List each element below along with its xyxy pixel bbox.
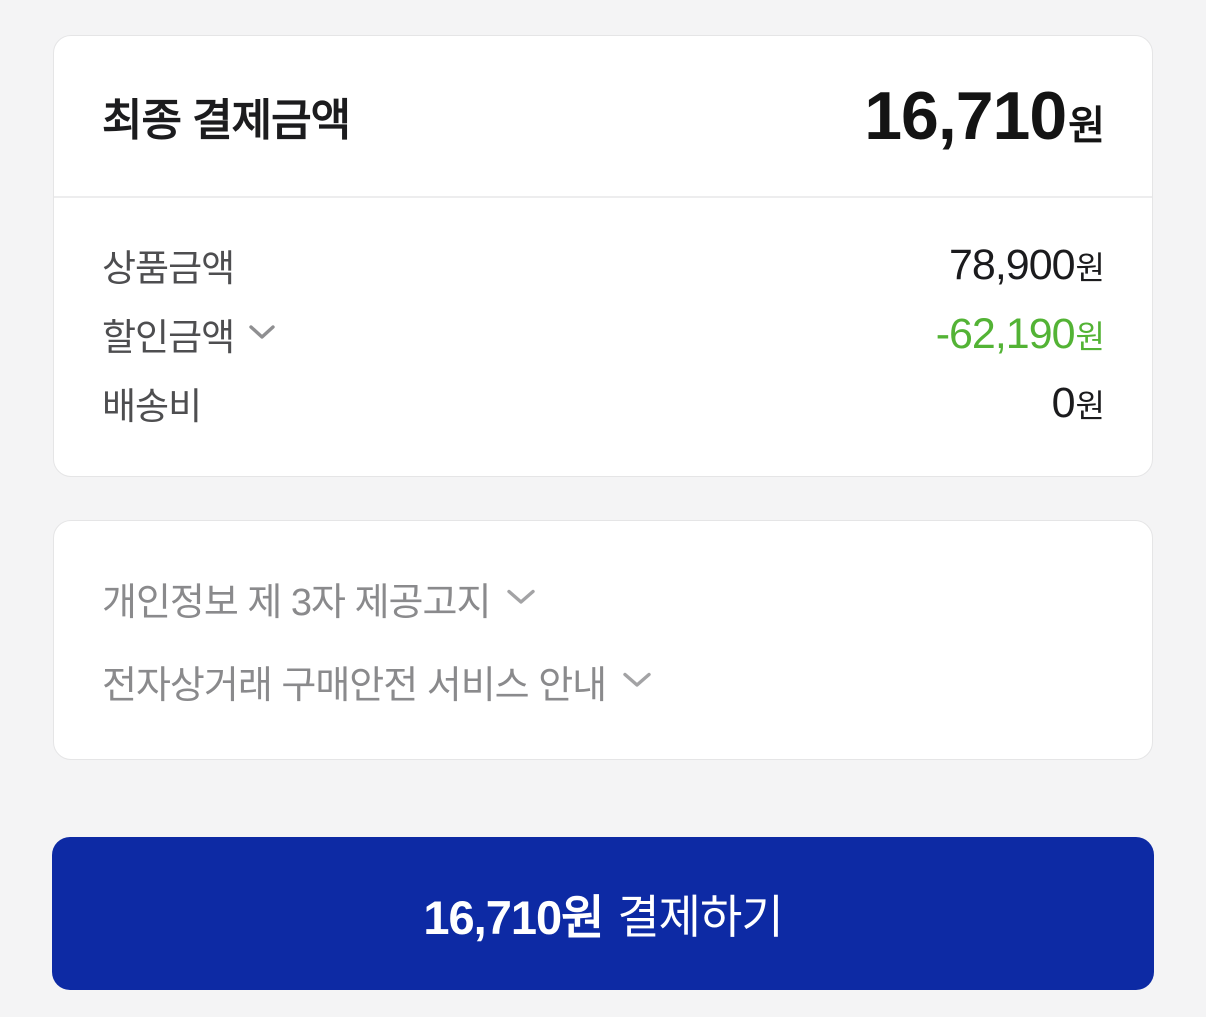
- summary-rows: 상품금액 78,900 원 할인금액 -62,190 원: [54, 198, 1152, 476]
- chevron-down-icon: [506, 588, 536, 609]
- product-amount-label: 상품금액: [102, 248, 235, 289]
- discount-amount-toggle[interactable]: 할인금액: [102, 307, 276, 361]
- currency-suffix: 원: [1068, 104, 1105, 148]
- ecommerce-safety-service-label: 전자상거래 구매안전 서비스 안내: [102, 665, 607, 707]
- product-amount-number: 78,900: [949, 240, 1076, 289]
- summary-title: 최종 결제금액: [102, 96, 351, 145]
- discount-amount-suffix: 원: [1075, 318, 1105, 355]
- chevron-down-icon: [248, 324, 276, 344]
- row-product-amount: 상품금액 78,900 원: [102, 240, 1105, 290]
- discount-amount-number: -62,190: [935, 309, 1076, 358]
- discount-amount-value: -62,190 원: [935, 309, 1105, 359]
- payment-summary-card: 최종 결제금액 16,710 원 상품금액 78,900 원 할인금액: [53, 35, 1153, 477]
- notices-card: 개인정보 제 3자 제공고지 전자상거래 구매안전 서비스 안내: [53, 520, 1153, 760]
- shipping-fee-number: 0: [1051, 378, 1076, 427]
- chevron-down-icon: [622, 671, 652, 692]
- pay-button[interactable]: 16,710원 결제하기: [52, 837, 1154, 990]
- privacy-third-party-notice-toggle[interactable]: 개인정보 제 3자 제공고지: [102, 571, 536, 626]
- discount-amount-label: 할인금액: [102, 317, 235, 358]
- product-amount-suffix: 원: [1075, 249, 1105, 286]
- final-total-amount: 16,710 원: [864, 77, 1105, 155]
- shipping-fee-suffix: 원: [1075, 387, 1105, 424]
- ecommerce-safety-service-toggle[interactable]: 전자상거래 구매안전 서비스 안내: [102, 654, 652, 709]
- pay-button-amount: 16,710원: [423, 891, 604, 944]
- summary-header: 최종 결제금액 16,710 원: [54, 36, 1152, 196]
- shipping-fee-label: 배송비: [102, 386, 202, 427]
- divider: [54, 196, 1152, 198]
- final-total-number: 16,710: [864, 78, 1067, 154]
- pay-button-action: 결제하기: [617, 890, 783, 943]
- row-discount-amount: 할인금액 -62,190 원: [102, 309, 1105, 359]
- privacy-third-party-notice-label: 개인정보 제 3자 제공고지: [102, 582, 491, 624]
- checkout-page: 최종 결제금액 16,710 원 상품금액 78,900 원 할인금액: [0, 35, 1206, 1017]
- product-amount-value: 78,900 원: [949, 240, 1105, 290]
